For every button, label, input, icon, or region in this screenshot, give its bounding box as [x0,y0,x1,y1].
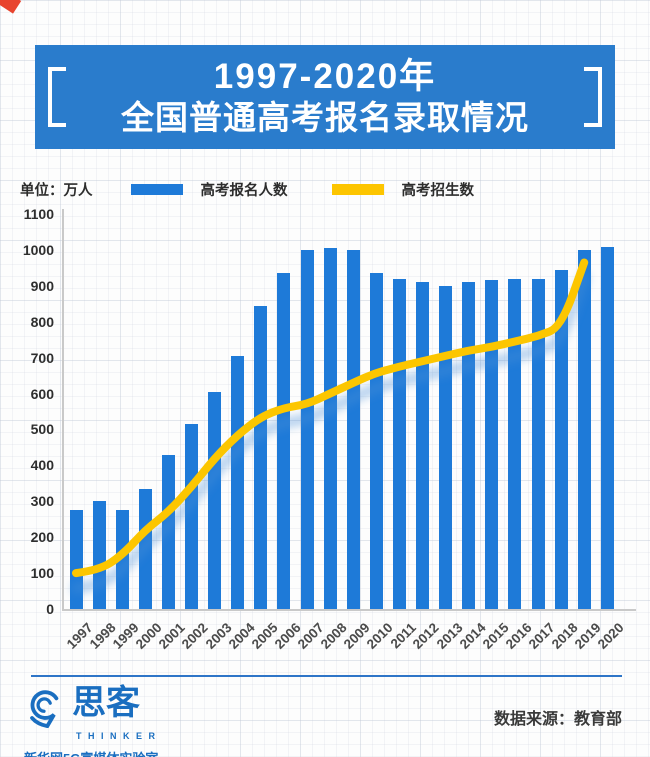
x-axis-tick-label: 2004 [225,620,258,652]
footer-divider [31,675,622,677]
lab-name: 新华网5G富媒体实验室 [24,748,162,757]
bar-2010 [369,273,383,610]
bar-2015 [485,280,499,609]
admissions-line [72,258,589,578]
bar-1997 [69,510,83,610]
x-axis-tick-label: 2014 [456,620,489,652]
bar-1999 [115,510,129,610]
y-axis-tick-label: 100 [30,565,54,582]
x-axis-tick-label: 2009 [340,620,373,652]
bar-2012 [416,282,429,609]
x-axis-tick-label: 2018 [548,620,581,652]
x-axis-tick-label: 2011 [387,620,420,652]
x-axis-line [62,609,636,611]
y-axis-tick-label: 900 [30,277,54,294]
x-axis-tick-label: 2015 [479,620,512,652]
admissions-line-glow [71,272,590,594]
y-axis-tick-label: 600 [30,385,54,402]
applicants-legend-label: 高考报名人数 [200,182,288,199]
x-axis-tick-label: 1999 [109,620,142,652]
logo-text: 思客 [72,684,140,722]
bar-2017 [531,278,545,609]
bar-2019 [577,249,591,609]
x-axis-tick-label: 2017 [525,620,558,652]
bar-2014 [462,282,476,609]
x-axis-tick-label: 2008 [317,620,350,652]
left-bracket-icon [48,67,66,127]
title-line1: 1997-2020年 [213,56,437,96]
legend: 单位：万人 高考报名人数 高考招生数 [20,179,474,199]
x-axis-tick-label: 2003 [202,620,235,652]
bar-1998 [92,501,106,609]
x-axis-tick-label: 2000 [133,620,165,652]
right-bracket-icon [584,67,602,127]
bar-2004 [231,355,245,609]
x-axis-tick-label: 2005 [248,620,281,652]
y-axis-tick-label: 200 [30,529,54,546]
y-axis-line [62,209,64,611]
y-axis-tick-label: 500 [30,421,54,438]
logo-subtext: THINKER [76,731,162,741]
x-axis-tick-label: 2013 [433,620,466,652]
x-axis-tick-label: 2010 [364,620,396,652]
y-axis-tick-label: 700 [30,349,54,366]
y-axis-tick-label: 300 [30,493,54,510]
red-corner-mark [0,0,22,14]
bar-2005 [254,305,268,609]
x-axis-tick-label: 2016 [502,620,535,652]
bar-2008 [323,248,337,609]
x-axis-tick-label: 2002 [179,620,212,652]
x-axis-tick-label: 2020 [595,620,627,652]
applicants-legend-swatch [130,183,183,195]
bar-2000 [138,488,152,609]
bar-2018 [554,269,568,609]
x-axis-tick-label: 2001 [156,620,189,652]
bar-2003 [208,391,222,610]
data-source: 数据来源：教育部 [493,711,622,728]
admissions-legend-swatch [331,183,384,195]
x-axis-tick-label: 1998 [86,620,119,652]
bar-2020 [600,247,614,609]
thinker-swirl-icon [30,690,59,728]
x-axis-tick-label: 2007 [294,620,327,652]
x-axis-tick-label: 2006 [271,620,304,652]
bar-2002 [185,424,198,609]
x-axis-tick-label: 1997 [63,620,96,652]
title-line2: 全国普通高考报名录取情况 [121,99,529,137]
bar-2009 [346,249,360,609]
y-axis-tick-label: 0 [46,601,54,617]
admissions-legend-label: 高考招生数 [401,182,475,199]
y-axis-tick-label: 800 [30,313,54,330]
bar-2007 [300,249,314,609]
bar-2016 [508,278,522,609]
bar-2001 [161,454,175,609]
x-axis-tick-label: 2012 [410,620,443,652]
bar-2006 [277,273,291,610]
y-axis-tick-label: 400 [30,457,54,474]
x-axis-tick-label: 2019 [571,620,604,652]
bar-2011 [392,278,406,609]
bar-2013 [439,285,453,609]
thinker-logo: 思客 THINKER 新华网5G富媒体实验室 [24,686,162,757]
y-axis-tick-label: 1000 [22,241,54,258]
unit-label: 单位：万人 [20,182,93,199]
y-axis-tick-label: 1100 [23,206,54,222]
title-banner: 1997-2020年 全国普通高考报名录取情况 [35,45,615,149]
